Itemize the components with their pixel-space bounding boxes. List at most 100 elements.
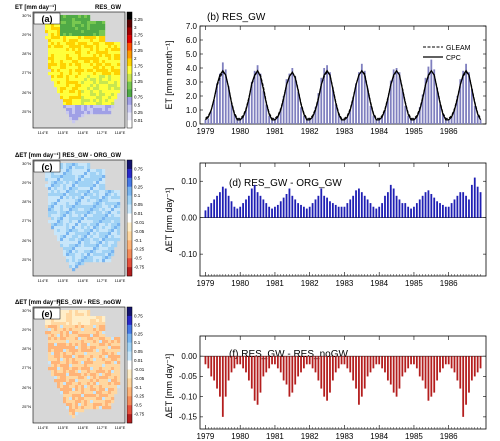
map-cell bbox=[75, 361, 79, 365]
map-cell bbox=[57, 36, 61, 40]
colorbar-swatch bbox=[127, 120, 132, 129]
map-cell bbox=[75, 346, 79, 350]
map-cell bbox=[72, 403, 76, 407]
colorbar-swatch bbox=[127, 387, 132, 397]
bar bbox=[245, 199, 247, 218]
map-cell bbox=[102, 346, 106, 350]
map-cell bbox=[57, 337, 61, 341]
map-cell bbox=[96, 358, 100, 362]
legend-label-cpc: CPC bbox=[446, 55, 461, 62]
map-cell bbox=[105, 247, 109, 251]
map-cell bbox=[87, 247, 91, 251]
map-cell bbox=[63, 352, 67, 356]
bar bbox=[389, 184, 392, 218]
map-cell bbox=[78, 220, 82, 224]
map-cell bbox=[69, 36, 73, 40]
map-cell bbox=[96, 238, 100, 242]
map-cell bbox=[105, 397, 109, 401]
map-cell bbox=[51, 214, 55, 218]
map-cell bbox=[96, 42, 100, 46]
map-cell bbox=[75, 340, 79, 344]
bar bbox=[358, 356, 360, 405]
map-cell bbox=[81, 193, 85, 197]
bar bbox=[378, 118, 381, 124]
map-cell bbox=[96, 235, 100, 239]
map-cell bbox=[72, 214, 76, 218]
map-cell bbox=[51, 223, 55, 227]
map-cell bbox=[99, 217, 103, 221]
map-cell bbox=[96, 331, 100, 335]
map-cell bbox=[111, 349, 115, 353]
map-cell bbox=[102, 208, 106, 212]
map-cell bbox=[81, 196, 85, 200]
map-cell bbox=[63, 57, 67, 61]
colorbar-tick-label: -0.05 bbox=[134, 229, 145, 234]
y-tick-label: 6.0 bbox=[186, 36, 198, 45]
bar bbox=[407, 206, 410, 218]
colorbar-tick-label: 0.1 bbox=[134, 340, 141, 345]
map-cell bbox=[81, 331, 85, 335]
map-cell bbox=[114, 75, 118, 79]
map-cell bbox=[114, 60, 118, 64]
chart-f-bars bbox=[204, 356, 482, 417]
map-cell bbox=[105, 250, 109, 254]
x-tick-label: 1985 bbox=[405, 279, 423, 288]
map-cell bbox=[69, 409, 73, 413]
lat-tick: 27°N bbox=[22, 365, 31, 370]
bar bbox=[473, 177, 476, 218]
map-cell bbox=[78, 370, 82, 374]
colorbar-swatch bbox=[127, 240, 132, 250]
map-cell bbox=[105, 214, 109, 218]
map-cell bbox=[69, 412, 73, 416]
map-cell bbox=[60, 208, 64, 212]
bar bbox=[279, 108, 282, 124]
map-cell bbox=[57, 27, 61, 31]
map-cell bbox=[75, 208, 79, 212]
map-cell bbox=[111, 244, 115, 248]
map-cell bbox=[78, 340, 82, 344]
map-cell bbox=[69, 379, 73, 383]
map-cell bbox=[84, 403, 88, 407]
map-cell bbox=[51, 69, 55, 73]
map-cell bbox=[78, 181, 82, 185]
bar bbox=[476, 356, 479, 373]
map-cell bbox=[84, 178, 88, 182]
x-tick-label: 1985 bbox=[405, 432, 423, 441]
map-cell bbox=[84, 172, 88, 176]
map-cell bbox=[108, 394, 112, 398]
map-cell bbox=[102, 235, 106, 239]
panel-a: ET [mm day⁻¹] RES_GW (a) 30°N 29°N 28°N … bbox=[15, 4, 143, 135]
map-cell bbox=[87, 15, 91, 19]
map-cell bbox=[90, 241, 94, 245]
map-cell bbox=[54, 66, 58, 70]
map-cell bbox=[93, 256, 97, 260]
map-cell bbox=[102, 33, 106, 37]
map-cell bbox=[66, 256, 70, 260]
map-cell bbox=[99, 24, 103, 28]
chart-f-x-axis: 1979 1980 1981 1982 1983 1984 1985 1986 bbox=[197, 336, 481, 441]
map-cell bbox=[87, 250, 91, 254]
map-cell bbox=[99, 316, 103, 320]
map-cell bbox=[57, 57, 61, 61]
map-cell bbox=[54, 63, 58, 67]
map-cell bbox=[108, 208, 112, 212]
map-cell bbox=[60, 30, 64, 34]
map-cell bbox=[75, 406, 79, 410]
map-cell bbox=[102, 102, 106, 106]
map-cell bbox=[75, 193, 79, 197]
map-cell bbox=[96, 244, 100, 248]
map-cell bbox=[78, 87, 82, 91]
map-cell bbox=[81, 217, 85, 221]
bar bbox=[276, 204, 279, 218]
map-cell bbox=[51, 328, 55, 332]
map-cell bbox=[54, 352, 58, 356]
map-cell bbox=[90, 69, 94, 73]
bar bbox=[308, 356, 311, 365]
x-tick-label: 1980 bbox=[231, 279, 249, 288]
map-cell bbox=[66, 193, 70, 197]
map-cell bbox=[93, 96, 97, 100]
colorbar-swatch bbox=[127, 35, 132, 44]
map-cell bbox=[102, 229, 106, 233]
map-cell bbox=[84, 69, 88, 73]
map-cell bbox=[87, 337, 91, 341]
